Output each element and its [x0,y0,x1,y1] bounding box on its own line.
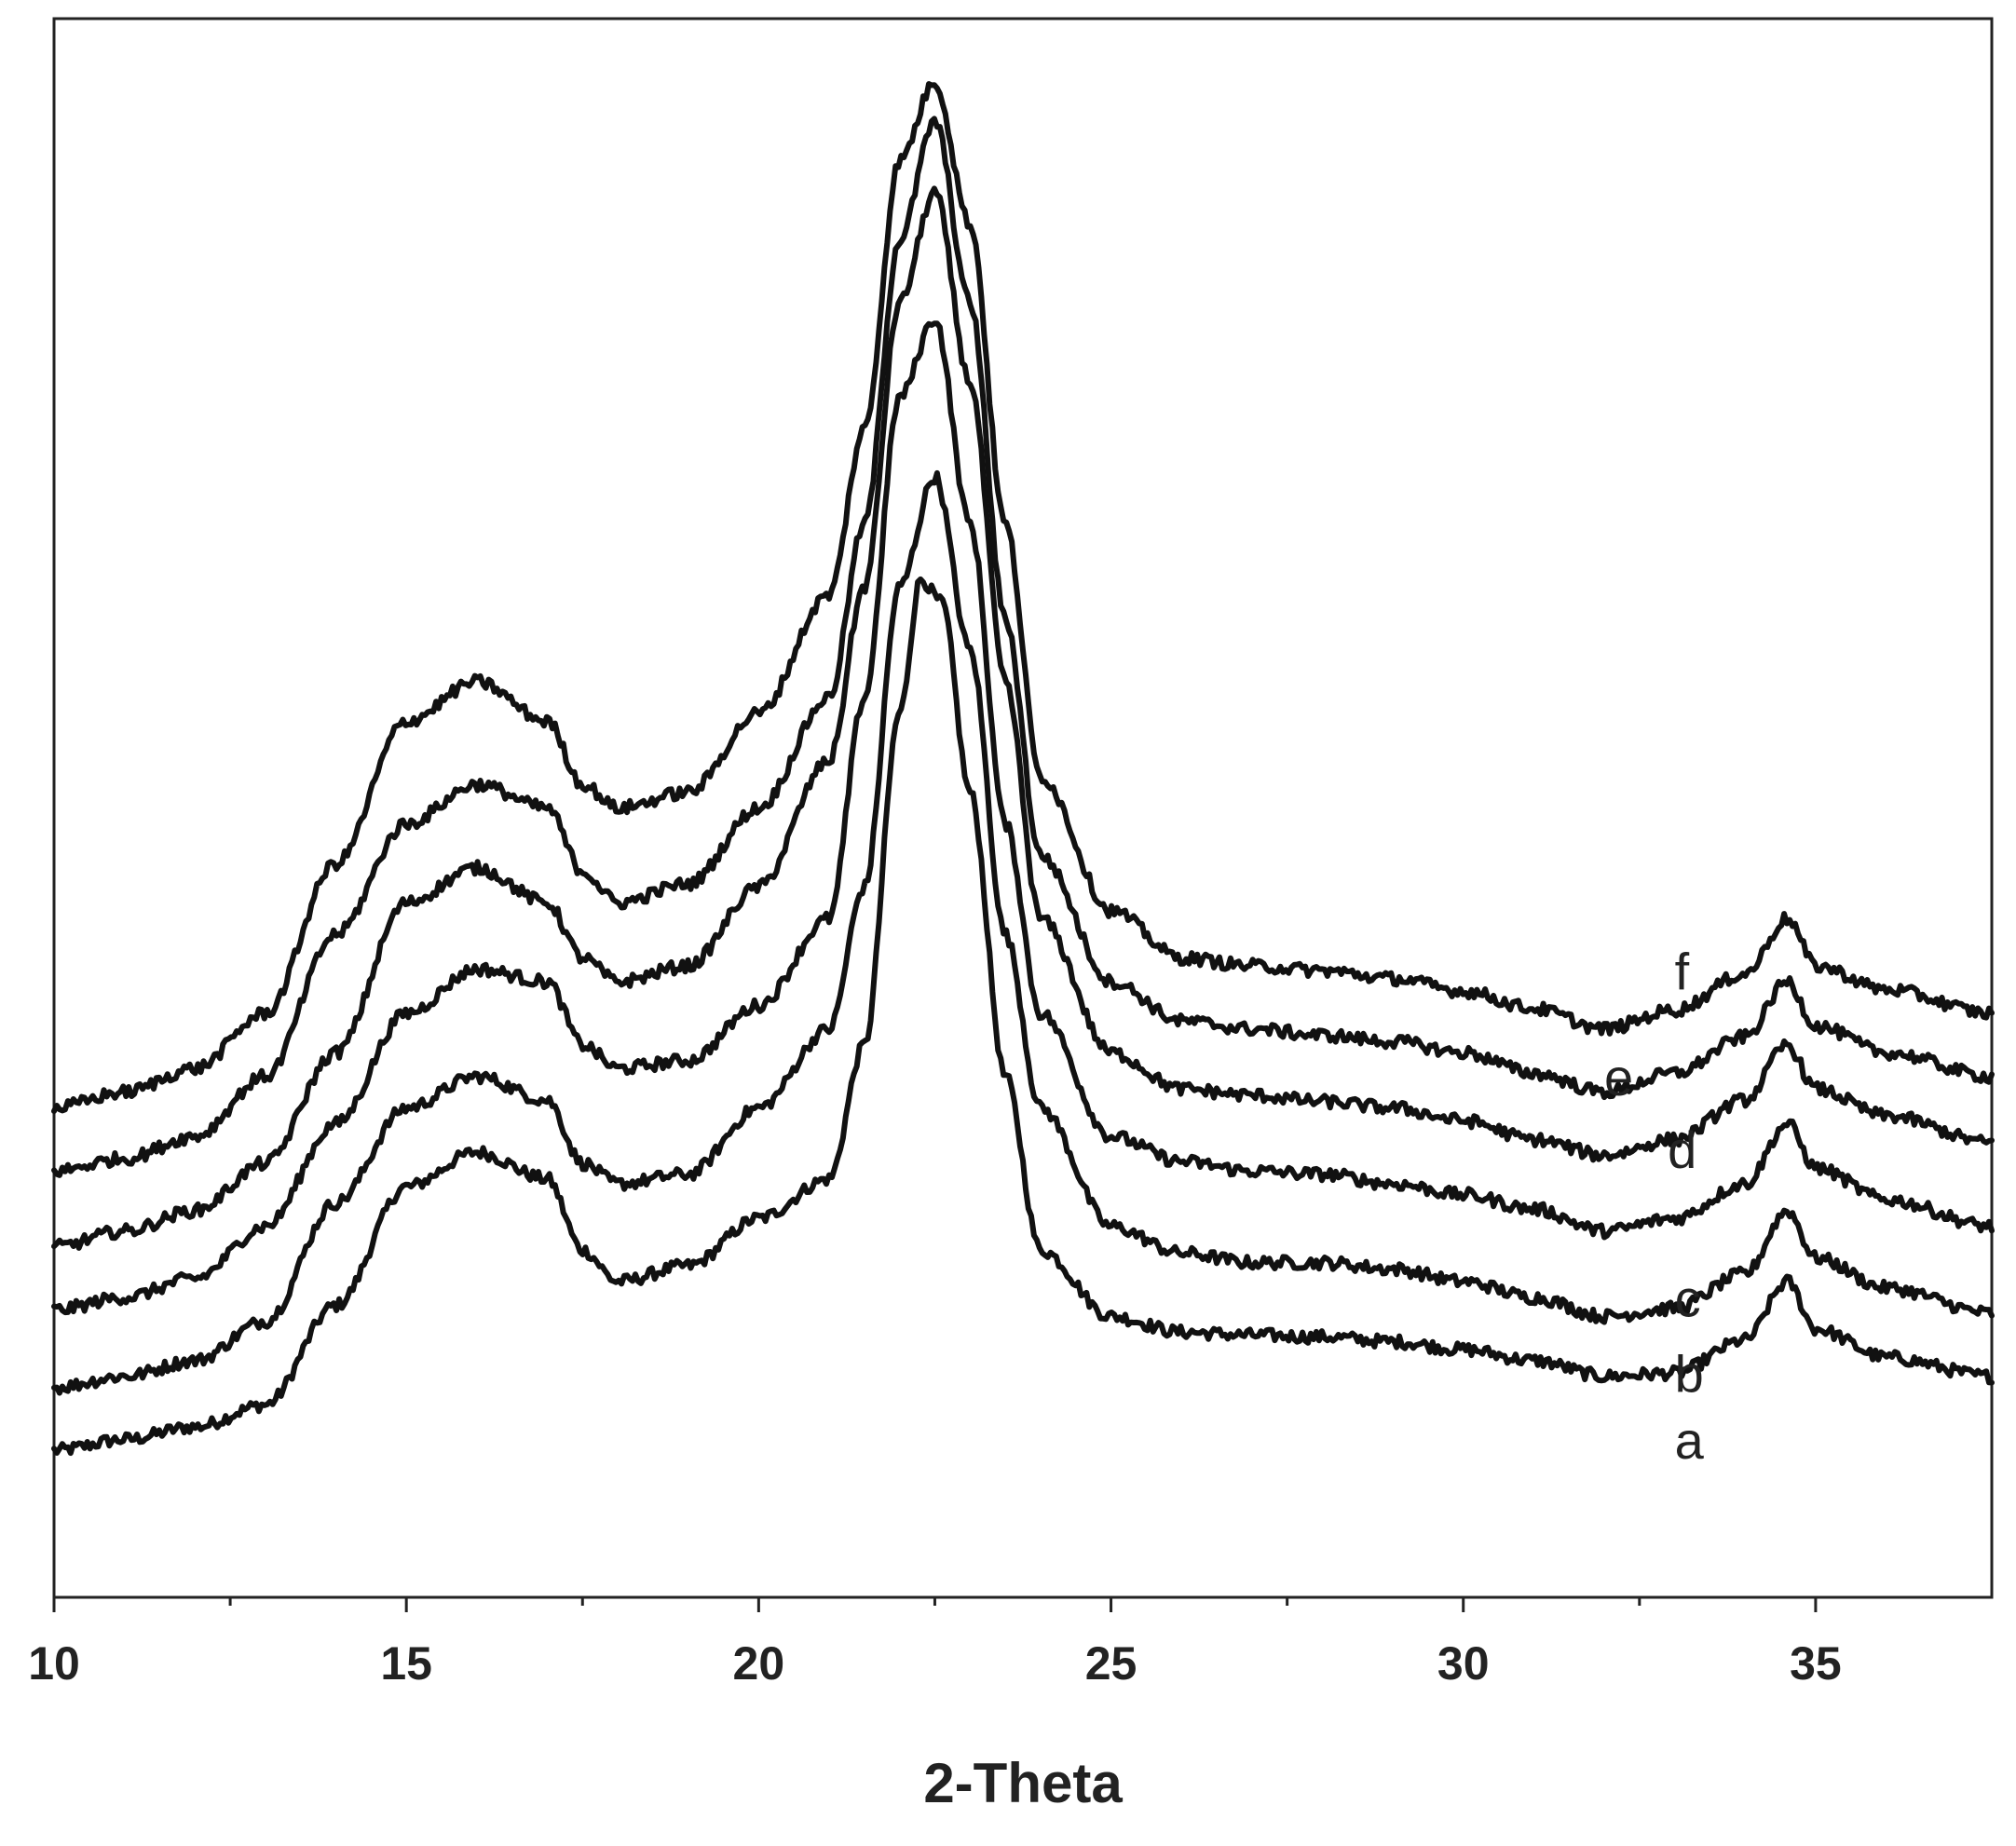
curve-label-b: b [1675,1345,1704,1404]
curve-label-d: d [1668,1120,1696,1179]
x-tick-label: 35 [1790,1637,1842,1690]
curve-label-c: c [1675,1269,1701,1327]
series-line-b [51,469,1995,1396]
x-tick-label: 30 [1437,1637,1490,1690]
plot-frame [52,17,1994,1599]
x-tick-label: 15 [380,1637,432,1690]
curve-labels: abc def [1604,942,1705,1469]
x-tick-label: 25 [1085,1637,1137,1690]
x-tick-label: 20 [733,1637,785,1690]
series-line-f [51,81,1995,1114]
series-line-e [51,115,1995,1178]
x-tick-label: 10 [28,1637,80,1690]
series-group [51,81,1995,1457]
series-line-d [51,185,1995,1251]
series-line-a [51,576,1995,1457]
curve-label-a: a [1675,1411,1705,1470]
series-line-c [51,320,1995,1316]
curve-label-f: f [1675,942,1690,1000]
x-axis-ticks [52,1597,1818,1612]
x-axis-label: 2-Theta [923,1752,1123,1814]
curve-label-e: e [1604,1048,1633,1106]
x-axis-tick-labels: 10 15 20 25 30 35 [28,1637,1842,1690]
